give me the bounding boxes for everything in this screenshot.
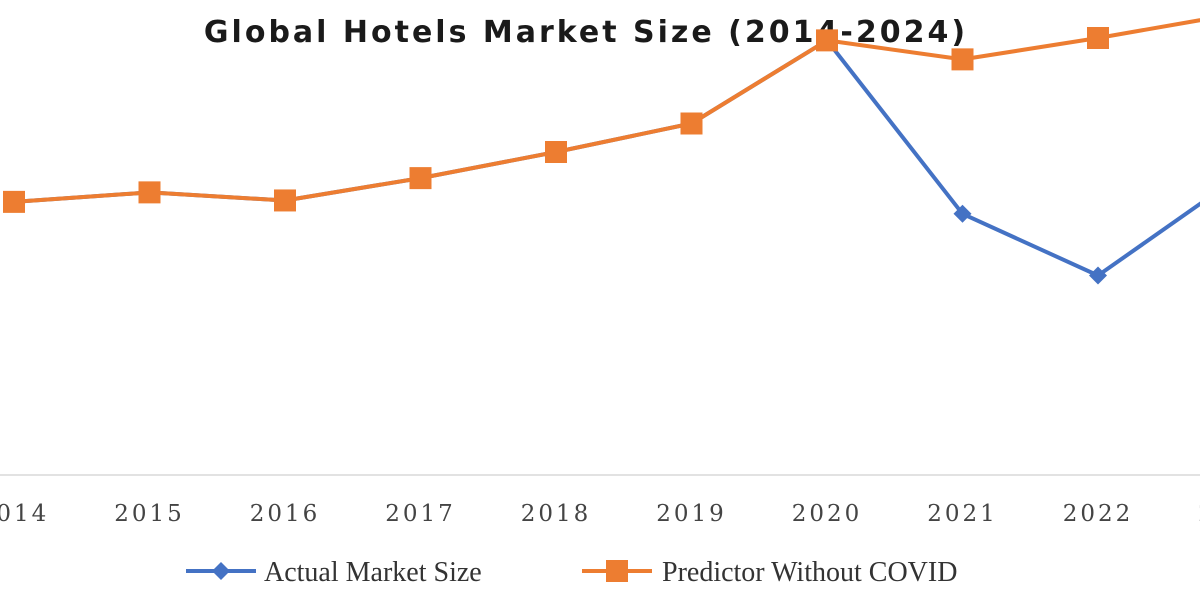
- data-point-predictor-without-covid-2017: [409, 167, 432, 190]
- data-point-predictor-without-covid-2020: [816, 29, 838, 52]
- data-point-predictor-without-covid-2018: [545, 141, 567, 163]
- legend-marker-actual-market-size: [212, 562, 230, 580]
- series-predictor-without-covid: [3, 18, 1200, 213]
- x-tick-label: 2020: [792, 501, 863, 527]
- data-point-predictor-without-covid-2016: [274, 189, 296, 212]
- x-tick-label: 2018: [521, 501, 592, 527]
- legend-item-predictor-without-covid: Predictor Without COVID: [582, 557, 957, 588]
- legend: Actual Market Size Predictor Without COVI…: [186, 557, 957, 588]
- x-tick-label: 2017: [385, 501, 456, 527]
- data-point-predictor-without-covid-2022: [1087, 27, 1109, 49]
- series-line-predictor-without-covid: [12, 18, 1200, 204]
- data-point-predictor-without-covid-2015: [138, 181, 161, 204]
- data-point-predictor-without-covid-2014: [3, 190, 25, 213]
- data-point-predictor-without-covid-2019: [680, 112, 703, 135]
- legend-label-actual-market-size: Actual Market Size: [264, 557, 482, 588]
- x-tick-label: 2023: [1198, 501, 1200, 527]
- data-point-actual-market-size-2022: [1089, 266, 1107, 285]
- x-tick-label: 2016: [250, 501, 321, 527]
- x-tick-label: 2015: [114, 501, 185, 527]
- series-layer: [3, 18, 1200, 285]
- x-tick-labels: 2014 2015 2016 2017 2018 2019 2020 2021 2022 2023: [0, 501, 1200, 527]
- legend-marker-predictor-without-covid: [606, 560, 628, 582]
- legend-item-actual-market-size: Actual Market Size: [186, 557, 482, 588]
- data-point-actual-market-size-2021: [953, 204, 972, 223]
- series-actual-market-size: [5, 31, 1200, 285]
- series-line-actual-market-size: [12, 38, 1200, 278]
- legend-label-predictor-without-covid: Predictor Without COVID: [662, 557, 957, 588]
- chart-title: Global Hotels Market Size (2014-2024): [204, 15, 968, 50]
- x-tick-label: 2022: [1063, 501, 1134, 527]
- data-point-predictor-without-covid-2021: [951, 48, 974, 71]
- x-tick-label: 2019: [656, 501, 727, 527]
- x-tick-label: 2014: [0, 501, 49, 527]
- x-tick-label: 2021: [927, 501, 998, 527]
